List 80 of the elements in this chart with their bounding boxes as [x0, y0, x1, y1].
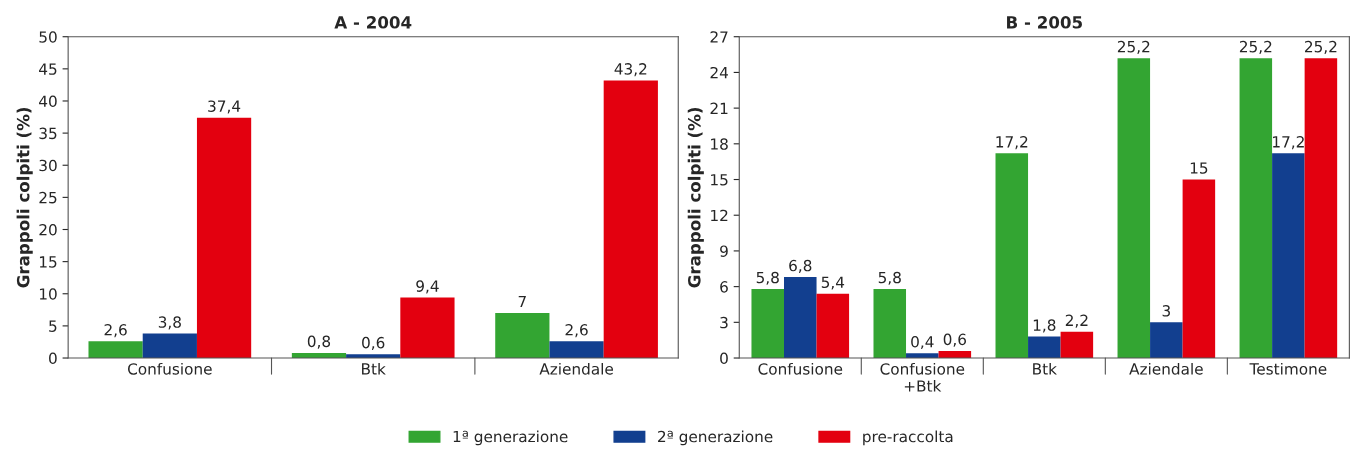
y-tick-label: 20	[39, 223, 57, 236]
bar	[816, 293, 850, 359]
bar	[1028, 336, 1061, 359]
data-label: 5,8	[756, 271, 779, 285]
y-axis-title: Grappoli colpiti (%)	[687, 107, 704, 288]
y-tick-label: 5	[49, 320, 57, 332]
data-label: 25,2	[1305, 40, 1337, 54]
x-tick-label: Confusione +Btk	[880, 362, 965, 392]
x-tick-label: Aziendale	[539, 362, 614, 375]
y-tick-label: 50	[39, 31, 57, 43]
data-label: 3	[1162, 305, 1170, 317]
chart-title: B - 2005	[1007, 16, 1082, 29]
x-tick-label: Confusione	[758, 362, 843, 375]
data-label: 15	[1190, 162, 1208, 174]
data-label: 0,8	[307, 335, 331, 349]
data-label: 43,2	[614, 63, 647, 77]
bar	[1060, 331, 1094, 359]
data-label: 25,2	[1117, 40, 1150, 54]
y-tick-label: 15	[39, 256, 57, 268]
data-label: 5,8	[878, 271, 901, 285]
data-label: 0,4	[911, 335, 934, 350]
data-label: 37,4	[208, 100, 241, 114]
data-label: 17,2	[996, 136, 1028, 150]
y-tick-label: 21	[710, 102, 728, 114]
y-tick-label: 18	[711, 138, 728, 150]
bar	[1304, 58, 1338, 359]
y-tick-label: 30	[39, 159, 57, 172]
chart-title: A - 2004	[334, 16, 412, 29]
legend-label: pre-raccolta	[863, 430, 953, 446]
data-label: 17,2	[1273, 136, 1304, 150]
data-label: 25,2	[1239, 40, 1272, 54]
bar	[873, 289, 907, 359]
data-label: 6,8	[789, 259, 812, 273]
legend-label: 1ª generazione	[453, 430, 568, 446]
data-label: 3,8	[158, 316, 181, 330]
y-tick-label: 40	[39, 95, 57, 107]
bar	[88, 341, 143, 359]
x-tick-label: Confusione	[127, 362, 212, 375]
bar	[495, 313, 550, 359]
data-label: 9,4	[416, 280, 439, 294]
x-tick-label: Aziendale	[1129, 362, 1203, 375]
y-axis-title: Grappoli colpiti (%)	[16, 107, 33, 288]
bar	[142, 333, 197, 359]
y-tick-label: 0	[49, 352, 57, 365]
x-tick-label: Testimone	[1249, 362, 1327, 375]
data-label: 7	[518, 295, 526, 308]
y-tick-label: 10	[39, 288, 57, 300]
bar	[400, 297, 455, 359]
bar	[1150, 322, 1183, 359]
y-tick-label: 6	[720, 281, 728, 293]
y-tick-label: 15	[711, 174, 728, 186]
y-tick-label: 25	[39, 191, 57, 204]
y-tick-label: 9	[720, 245, 728, 257]
bar	[995, 153, 1029, 359]
bar	[1239, 58, 1273, 359]
data-label: 5,4	[821, 276, 845, 290]
data-label: 2,2	[1065, 314, 1088, 328]
x-tick-label: Btk	[1033, 362, 1057, 375]
y-tick-label: 24	[710, 66, 728, 79]
data-label: 0,6	[943, 333, 967, 347]
y-tick-label: 45	[39, 63, 57, 75]
bar	[1117, 58, 1151, 359]
data-label: 2,6	[565, 324, 588, 338]
bar	[1182, 179, 1216, 359]
bar	[751, 289, 785, 359]
bar	[784, 277, 817, 359]
y-tick-label: 35	[39, 127, 57, 140]
y-tick-label: 3	[720, 316, 728, 329]
data-label: 0,6	[362, 336, 385, 350]
x-tick-label: Btk	[362, 362, 386, 375]
bar	[1272, 153, 1305, 359]
y-tick-label: 0	[720, 352, 728, 365]
y-tick-label: 27	[710, 31, 728, 43]
bar	[603, 80, 658, 359]
data-label: 1,8	[1033, 319, 1056, 333]
legend-label: 2ª generazione	[658, 430, 773, 446]
data-label: 2,6	[104, 324, 127, 338]
y-tick-label: 12	[711, 209, 728, 222]
bar	[549, 341, 604, 359]
bar	[196, 117, 252, 359]
